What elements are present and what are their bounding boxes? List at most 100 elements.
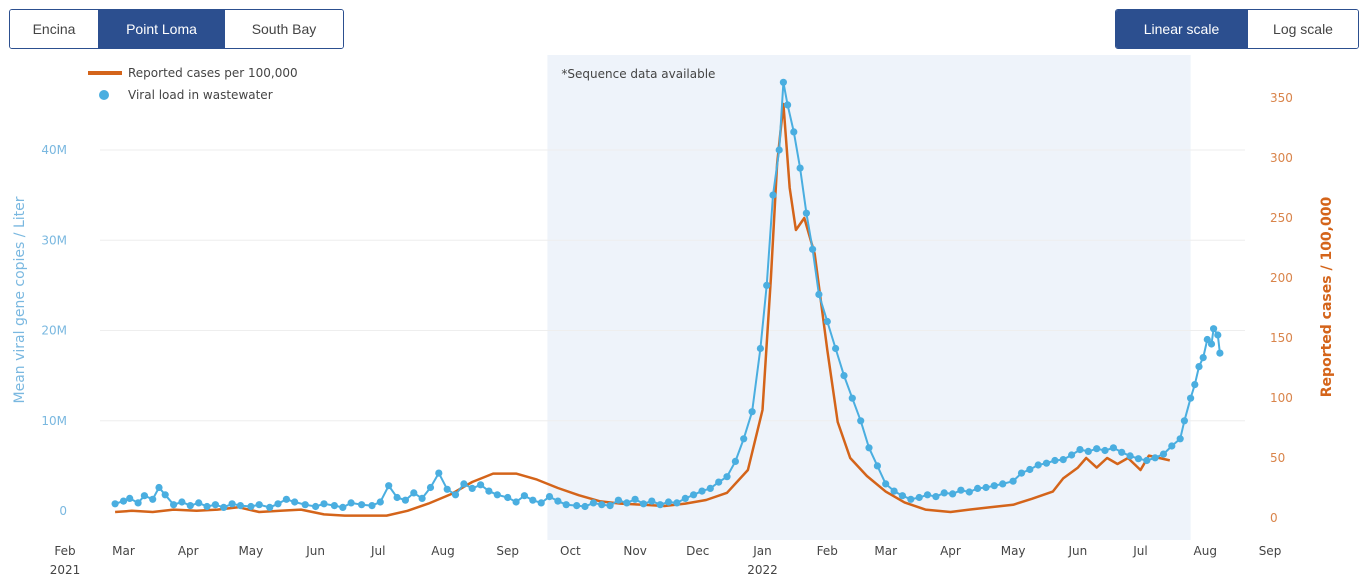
x-tick-label: Jun: [1067, 544, 1087, 558]
viral-load-point: [134, 499, 142, 507]
tab-encina[interactable]: Encina: [10, 10, 98, 48]
y-left-tick-label: 40M: [41, 143, 67, 157]
viral-load-point: [779, 78, 788, 86]
viral-load-point: [376, 498, 384, 506]
viral-load-point: [1034, 461, 1042, 469]
viral-load-point: [848, 394, 856, 402]
viral-load-point: [1109, 444, 1117, 452]
viral-load-point: [832, 344, 840, 353]
viral-load-point: [282, 495, 290, 503]
viral-load-point: [266, 503, 274, 511]
viral-load-point: [368, 502, 376, 510]
viral-load-point: [815, 290, 823, 298]
x-tick-label: Mar: [874, 544, 897, 558]
viral-load-point: [769, 191, 777, 199]
y-right-tick-label: 250: [1270, 211, 1293, 225]
viral-load-point: [358, 501, 366, 509]
viral-load-point: [385, 482, 393, 490]
viral-load-point: [865, 444, 873, 452]
viral-load-point: [426, 483, 435, 492]
y-left-tick-label: 20M: [41, 324, 67, 338]
viral-load-point: [598, 501, 606, 509]
viral-load-point: [857, 417, 865, 425]
viral-load-point: [512, 498, 520, 506]
viral-load-point: [1143, 456, 1151, 465]
viral-load-point: [664, 498, 673, 506]
viral-load-point: [809, 245, 817, 253]
viral-load-point: [1203, 335, 1211, 344]
x-tick-label: May: [238, 544, 263, 558]
viral-load-point: [1195, 363, 1203, 371]
viral-load-point: [1076, 446, 1084, 454]
viral-load-point: [493, 491, 501, 499]
viral-load-point: [698, 487, 706, 495]
viral-load-point: [220, 503, 228, 511]
viral-load-point: [1126, 452, 1134, 460]
legend-viral-swatch: [99, 90, 109, 100]
viral-load-point: [320, 500, 328, 508]
viral-load-point: [211, 501, 219, 509]
x-tick-label: Aug: [1194, 544, 1217, 558]
viral-load-point: [443, 485, 451, 493]
viral-load-point: [1176, 435, 1184, 443]
y-right-tick-label: 200: [1270, 271, 1293, 285]
viral-load-point: [1191, 381, 1199, 389]
viral-load-point: [312, 502, 320, 511]
viral-load-point: [623, 499, 631, 507]
viral-load-point: [1026, 465, 1034, 474]
y-right-tick-label: 150: [1270, 331, 1293, 345]
viral-load-point: [923, 491, 932, 499]
viral-load-point: [1180, 417, 1188, 425]
x-tick-year-label: 2021: [50, 563, 81, 577]
viral-load-point: [274, 500, 282, 508]
x-tick-label: Apr: [940, 544, 961, 558]
viral-load-point: [529, 496, 537, 504]
viral-load-point: [907, 495, 915, 503]
viral-load-point: [477, 481, 485, 489]
viral-load-point: [1059, 456, 1067, 464]
viral-load-point: [520, 492, 529, 500]
x-tick-label: Mar: [112, 544, 135, 558]
tab-south-bay[interactable]: South Bay: [224, 10, 343, 48]
legend-cases-label: Reported cases per 100,000: [128, 66, 298, 80]
y-right-tick-label: 50: [1270, 451, 1285, 465]
tab-linear-scale[interactable]: Linear scale: [1116, 10, 1247, 48]
viral-load-point: [673, 499, 681, 507]
viral-load-point: [1159, 450, 1168, 458]
viral-load-point: [119, 497, 128, 505]
viral-load-point: [957, 486, 965, 494]
tab-log-scale[interactable]: Log scale: [1247, 10, 1358, 48]
viral-load-point: [1151, 454, 1159, 462]
viral-load-point: [1134, 455, 1142, 463]
x-tick-label: Apr: [178, 544, 199, 558]
viral-load-point: [236, 502, 244, 510]
viral-load-point: [255, 501, 263, 509]
viral-load-point: [573, 502, 581, 510]
viral-load-point: [1068, 451, 1076, 459]
viral-load-point: [161, 491, 169, 499]
viral-load-point: [706, 484, 714, 492]
viral-load-point: [1216, 349, 1224, 357]
tab-point-loma[interactable]: Point Loma: [98, 10, 224, 48]
viral-load-point: [748, 408, 756, 416]
viral-load-point: [291, 498, 299, 506]
viral-load-point: [932, 493, 940, 501]
viral-load-point: [1168, 442, 1176, 450]
viral-load-point: [1101, 446, 1109, 455]
viral-load-point: [178, 498, 186, 506]
viral-load-point: [228, 500, 236, 508]
viral-load-point: [784, 101, 792, 109]
viral-load-point: [690, 491, 698, 499]
viral-load-point: [949, 490, 957, 498]
viral-load-point: [1093, 445, 1101, 453]
viral-load-point: [418, 494, 426, 502]
viral-load-point: [614, 496, 623, 504]
viral-load-point: [1210, 325, 1218, 333]
x-tick-label: Aug: [431, 544, 454, 558]
viral-load-point: [681, 494, 689, 502]
viral-load-point: [990, 482, 998, 490]
viral-load-point: [485, 487, 493, 495]
viral-load-point: [1214, 331, 1222, 339]
viral-load-point: [915, 493, 923, 502]
viral-load-point: [203, 502, 211, 511]
